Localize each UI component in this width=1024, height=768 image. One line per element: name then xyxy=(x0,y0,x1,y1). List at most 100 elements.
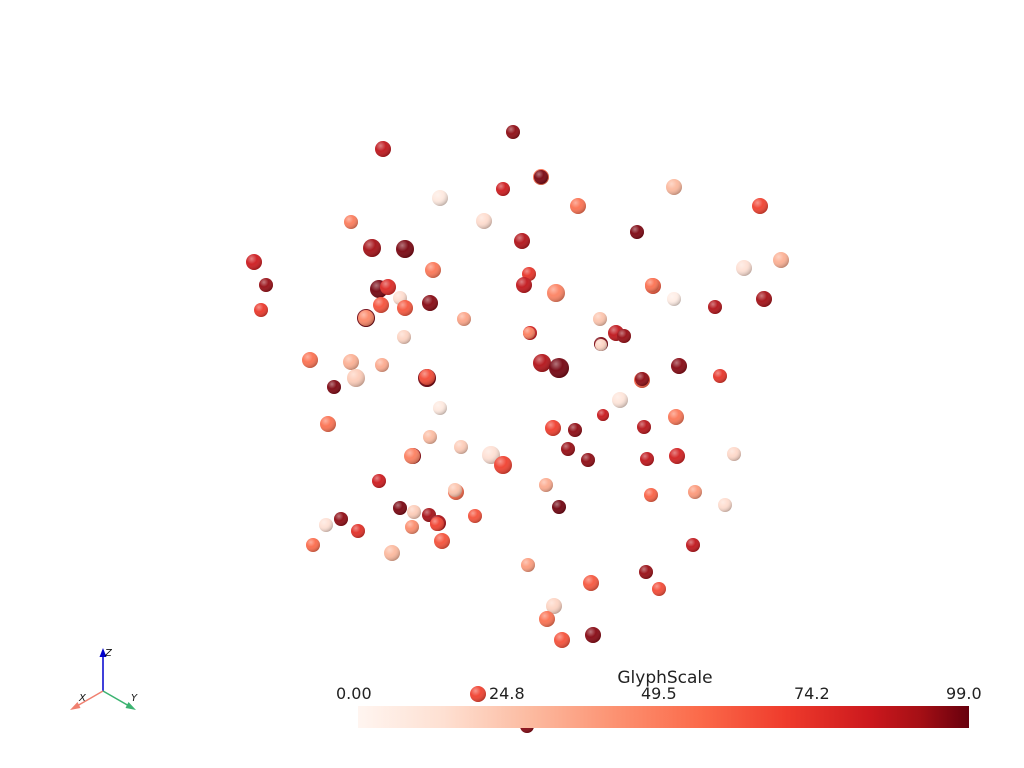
glyph-sphere xyxy=(496,182,510,196)
glyph-sphere xyxy=(448,483,462,497)
glyph-sphere xyxy=(669,448,685,464)
z-axis-label: Z xyxy=(104,648,113,659)
glyph-sphere xyxy=(259,278,273,292)
glyph-sphere xyxy=(434,533,450,549)
glyph-sphere xyxy=(468,509,482,523)
scalar-bar-tick-3: 74.2 xyxy=(794,684,830,703)
glyph-sphere xyxy=(533,354,551,372)
glyph-sphere xyxy=(686,538,700,552)
glyph-sphere xyxy=(430,517,444,531)
glyph-sphere xyxy=(476,213,492,229)
glyph-sphere xyxy=(343,354,359,370)
glyph-sphere xyxy=(561,442,575,456)
glyph-sphere xyxy=(546,598,562,614)
glyph-sphere xyxy=(393,501,407,515)
orientation-axes: Z X Y xyxy=(70,648,138,710)
glyph-sphere xyxy=(597,409,609,421)
glyph-sphere xyxy=(547,284,565,302)
glyph-sphere xyxy=(523,327,535,339)
glyph-sphere xyxy=(534,170,548,184)
glyph-sphere xyxy=(494,456,512,474)
x-axis-label: X xyxy=(78,693,87,704)
glyph-sphere xyxy=(640,452,654,466)
glyph-sphere xyxy=(319,518,333,532)
glyph-sphere xyxy=(375,141,391,157)
glyph-sphere xyxy=(344,215,358,229)
glyph-sphere xyxy=(404,448,420,464)
glyph-sphere xyxy=(666,179,682,195)
glyph-sphere xyxy=(539,478,553,492)
glyph-sphere xyxy=(302,352,318,368)
glyph-sphere xyxy=(482,446,500,464)
glyph-sphere xyxy=(334,512,348,526)
glyph-sphere xyxy=(595,339,607,351)
glyph-sphere xyxy=(708,300,722,314)
glyph-sphere xyxy=(581,453,595,467)
glyph-sphere xyxy=(554,632,570,648)
glyph-sphere xyxy=(397,300,413,316)
glyph-sphere xyxy=(736,260,752,276)
glyph-sphere xyxy=(713,369,727,383)
glyph-sphere xyxy=(373,297,389,313)
glyph-sphere xyxy=(718,498,732,512)
glyph-sphere xyxy=(549,358,569,378)
glyph-sphere xyxy=(396,240,414,258)
glyph-sphere xyxy=(246,254,262,270)
glyph-sphere xyxy=(514,233,530,249)
glyph-sphere xyxy=(470,686,486,702)
glyph-sphere xyxy=(432,190,448,206)
glyph-sphere xyxy=(568,423,582,437)
glyph-sphere xyxy=(639,565,653,579)
glyph-sphere xyxy=(254,303,268,317)
glyph-sphere xyxy=(583,575,599,591)
glyph-sphere xyxy=(457,312,471,326)
glyph-sphere xyxy=(506,125,520,139)
glyph-sphere xyxy=(652,582,666,596)
glyph-sphere xyxy=(612,392,628,408)
glyph-sphere xyxy=(688,485,702,499)
glyph-sphere xyxy=(433,401,447,415)
glyph-sphere xyxy=(422,295,438,311)
glyph-sphere xyxy=(425,262,441,278)
y-axis-label: Y xyxy=(131,693,138,704)
glyph-sphere xyxy=(752,198,768,214)
glyph-sphere xyxy=(320,416,336,432)
glyph-sphere xyxy=(521,558,535,572)
glyph-sphere xyxy=(545,420,561,436)
glyph-sphere xyxy=(397,330,411,344)
glyph-sphere xyxy=(516,277,532,293)
glyph-sphere xyxy=(644,488,658,502)
glyph-sphere xyxy=(384,545,400,561)
glyph-sphere xyxy=(454,440,468,454)
glyph-sphere xyxy=(667,292,681,306)
glyph-sphere xyxy=(645,278,659,292)
glyph-sphere xyxy=(405,520,419,534)
scalar-bar-tick-1: 24.8 xyxy=(489,684,525,703)
glyph-sphere xyxy=(327,380,341,394)
glyph-sphere xyxy=(668,409,684,425)
glyph-sphere xyxy=(671,358,687,374)
glyph-sphere xyxy=(407,505,421,519)
glyph-sphere xyxy=(727,447,741,461)
glyph-spheres xyxy=(246,125,789,733)
glyph-sphere xyxy=(347,369,365,387)
glyph-sphere xyxy=(539,611,555,627)
scalar-bar-title: GlyphScale xyxy=(617,668,713,688)
glyph-sphere xyxy=(635,372,649,386)
glyph-sphere xyxy=(419,369,435,385)
glyph-sphere xyxy=(585,627,601,643)
glyph-sphere xyxy=(756,291,772,307)
glyph-sphere xyxy=(375,358,389,372)
scalar-bar-gradient xyxy=(358,706,969,728)
glyph-sphere xyxy=(552,500,566,514)
scalar-bar-tick-0: 0.00 xyxy=(336,684,372,703)
glyph-sphere xyxy=(423,430,437,444)
glyph-sphere xyxy=(380,279,396,295)
glyph-sphere xyxy=(363,239,381,257)
glyph-sphere xyxy=(630,225,644,239)
glyph-sphere xyxy=(570,198,586,214)
glyph-sphere xyxy=(372,474,386,488)
glyph-sphere xyxy=(358,310,374,326)
glyph-sphere xyxy=(773,252,789,268)
